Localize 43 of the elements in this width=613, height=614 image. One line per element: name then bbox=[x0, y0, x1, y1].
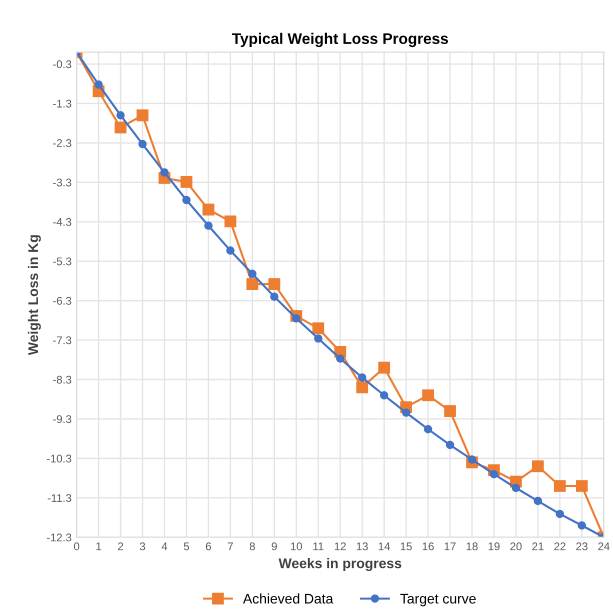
y-tick-label: -12.3 bbox=[46, 534, 72, 542]
x-tick-label: 5 bbox=[184, 542, 190, 550]
x-tick-label: 14 bbox=[378, 542, 390, 550]
x-tick-label: 12 bbox=[334, 542, 346, 550]
x-tick-label: 4 bbox=[162, 542, 168, 550]
x-tick-label: 1 bbox=[96, 542, 102, 550]
x-tick-label: 6 bbox=[206, 542, 212, 550]
y-tick-label: -0.3 bbox=[53, 60, 72, 68]
x-tick-label: 23 bbox=[576, 542, 588, 550]
x-tick-label: 9 bbox=[272, 542, 277, 550]
x-tick-label: 20 bbox=[510, 542, 522, 550]
legend-label: Target curve bbox=[400, 594, 476, 606]
legend-label: Achieved Data bbox=[242, 593, 334, 604]
y-tick-label: -2.3 bbox=[53, 139, 72, 148]
x-tick-label: 13 bbox=[356, 542, 368, 550]
x-tick-label: 22 bbox=[554, 542, 566, 550]
x-tick-label: 10 bbox=[290, 542, 302, 550]
x-tick-label: 2 bbox=[118, 542, 124, 550]
y-tick-label: -11.3 bbox=[48, 494, 72, 502]
x-tick-label: 0 bbox=[74, 542, 80, 550]
x-tick-label: 21 bbox=[532, 542, 544, 550]
x-tick-label: 3 bbox=[140, 542, 146, 550]
x-tick-label: 24 bbox=[598, 542, 610, 550]
y-tick-label: -6.3 bbox=[53, 296, 72, 305]
y-tick-label: -8.3 bbox=[53, 376, 72, 384]
y-tick-label: -10.3 bbox=[46, 454, 72, 463]
chart-title: Typical Weight Loss Progress bbox=[232, 32, 448, 48]
y-tick-label: -4.3 bbox=[53, 218, 72, 226]
x-tick-label: 8 bbox=[250, 542, 255, 550]
y-tick-label: -9.3 bbox=[53, 415, 72, 424]
x-tick-label: 19 bbox=[488, 542, 500, 550]
y-tick-label: -5.3 bbox=[53, 257, 72, 266]
x-tick-label: 18 bbox=[466, 542, 478, 550]
x-axis-title: Weeks in progress bbox=[278, 558, 402, 572]
x-tick-label: 15 bbox=[400, 542, 412, 550]
y-tick-label: -3.3 bbox=[53, 178, 72, 186]
y-tick-label: -1.3 bbox=[53, 100, 72, 108]
x-tick-label: 16 bbox=[422, 542, 434, 550]
y-tick-label: -7.3 bbox=[53, 336, 72, 344]
x-tick-label: 7 bbox=[228, 542, 233, 550]
x-tick-label: 11 bbox=[313, 542, 324, 550]
x-tick-label: 17 bbox=[444, 542, 456, 550]
y-axis-title: Weight Loss in Kg bbox=[28, 235, 41, 356]
